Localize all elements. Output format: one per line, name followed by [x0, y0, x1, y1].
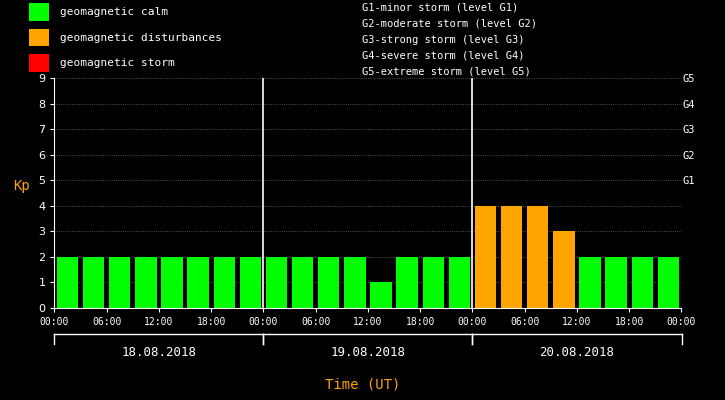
Bar	[318, 257, 339, 308]
Y-axis label: Kp: Kp	[13, 179, 30, 193]
Bar	[579, 257, 601, 308]
Text: G4-severe storm (level G4): G4-severe storm (level G4)	[362, 51, 525, 61]
Bar	[475, 206, 496, 308]
Bar	[135, 257, 157, 308]
Bar	[658, 257, 679, 308]
Bar	[187, 257, 209, 308]
Text: geomagnetic disturbances: geomagnetic disturbances	[60, 33, 222, 43]
Text: geomagnetic calm: geomagnetic calm	[60, 7, 168, 17]
Bar	[109, 257, 130, 308]
Bar	[370, 282, 392, 308]
Bar	[292, 257, 313, 308]
Bar	[29, 54, 49, 72]
Bar	[29, 3, 49, 21]
Text: G1-minor storm (level G1): G1-minor storm (level G1)	[362, 3, 519, 13]
Text: G2-moderate storm (level G2): G2-moderate storm (level G2)	[362, 19, 537, 29]
Bar	[605, 257, 627, 308]
Bar	[266, 257, 287, 308]
Text: Time (UT): Time (UT)	[325, 378, 400, 392]
Bar	[213, 257, 235, 308]
Text: geomagnetic storm: geomagnetic storm	[60, 58, 175, 68]
Bar	[449, 257, 470, 308]
Bar	[397, 257, 418, 308]
Bar	[527, 206, 549, 308]
Bar	[161, 257, 183, 308]
Bar	[423, 257, 444, 308]
Bar	[29, 29, 49, 46]
Text: 18.08.2018: 18.08.2018	[121, 346, 196, 358]
Bar	[240, 257, 261, 308]
Bar	[631, 257, 653, 308]
Bar	[501, 206, 523, 308]
Text: G3-strong storm (level G3): G3-strong storm (level G3)	[362, 35, 525, 45]
Bar	[553, 231, 575, 308]
Text: 19.08.2018: 19.08.2018	[331, 346, 405, 358]
Bar	[57, 257, 78, 308]
Bar	[344, 257, 365, 308]
Bar	[83, 257, 104, 308]
Text: 20.08.2018: 20.08.2018	[539, 346, 615, 358]
Text: G5-extreme storm (level G5): G5-extreme storm (level G5)	[362, 67, 531, 77]
